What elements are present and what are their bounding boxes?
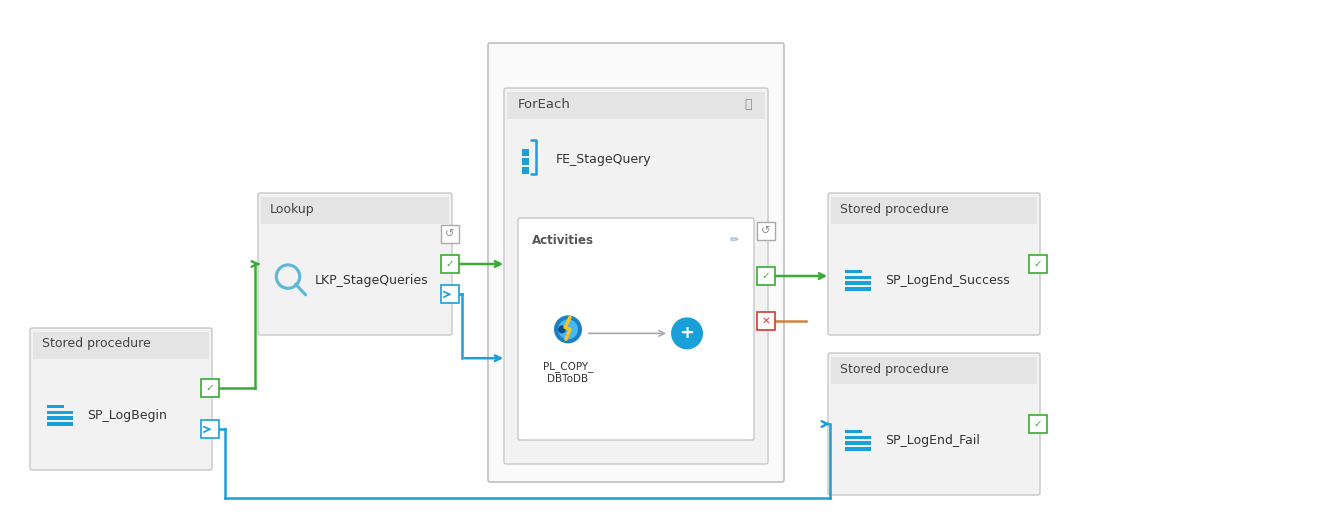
Bar	[845, 442, 871, 445]
Bar	[522, 149, 529, 156]
Bar	[442, 225, 459, 243]
Bar	[845, 270, 862, 273]
FancyBboxPatch shape	[30, 328, 212, 470]
Text: FE_StageQuery: FE_StageQuery	[557, 153, 652, 167]
Text: SP_LogEnd_Fail: SP_LogEnd_Fail	[884, 434, 980, 446]
Bar	[845, 435, 871, 439]
Bar	[48, 411, 73, 414]
Bar	[845, 276, 871, 279]
Bar	[522, 167, 529, 174]
Bar	[758, 222, 775, 240]
Text: Stored procedure: Stored procedure	[839, 362, 949, 376]
Bar	[832, 357, 1036, 384]
Bar	[201, 379, 219, 397]
Bar	[48, 416, 73, 420]
Bar	[758, 267, 775, 285]
Text: ForEach: ForEach	[518, 97, 571, 111]
Bar	[845, 430, 862, 433]
Bar	[201, 421, 219, 439]
Text: ✓: ✓	[1034, 419, 1042, 429]
Circle shape	[672, 317, 703, 349]
Bar	[260, 197, 449, 224]
Text: ✏: ✏	[730, 235, 739, 245]
Bar	[48, 423, 73, 426]
Text: ✓: ✓	[761, 271, 771, 281]
Bar	[832, 197, 1036, 224]
Circle shape	[554, 315, 582, 343]
Text: Stored procedure: Stored procedure	[839, 203, 949, 215]
Bar	[845, 281, 871, 285]
Text: ✓: ✓	[206, 383, 214, 393]
FancyBboxPatch shape	[518, 218, 754, 440]
Text: Lookup: Lookup	[270, 203, 315, 215]
Bar	[33, 332, 209, 359]
Text: LKP_StageQueries: LKP_StageQueries	[315, 273, 428, 287]
Bar	[522, 158, 529, 165]
Bar	[508, 92, 765, 119]
Text: Stored procedure: Stored procedure	[42, 338, 151, 351]
Text: ⤢: ⤢	[744, 97, 752, 111]
Text: PL_COPY_
DBToDB: PL_COPY_ DBToDB	[543, 361, 594, 384]
Text: SP_LogEnd_Success: SP_LogEnd_Success	[884, 273, 1010, 287]
Text: +: +	[680, 324, 694, 342]
Text: ✓: ✓	[446, 259, 455, 269]
Text: ↺: ↺	[761, 226, 771, 236]
Text: ↺: ↺	[446, 229, 455, 239]
Circle shape	[558, 325, 566, 333]
FancyBboxPatch shape	[504, 88, 768, 464]
Text: ✓: ✓	[1034, 259, 1042, 269]
Bar	[845, 448, 871, 451]
Circle shape	[558, 320, 578, 340]
Bar	[442, 255, 459, 273]
FancyBboxPatch shape	[488, 43, 784, 482]
Text: ✕: ✕	[761, 316, 771, 326]
Bar	[442, 285, 459, 303]
FancyBboxPatch shape	[258, 193, 452, 335]
Bar	[48, 405, 63, 408]
Text: Activities: Activities	[531, 233, 594, 247]
Bar	[758, 312, 775, 330]
FancyBboxPatch shape	[828, 193, 1040, 335]
Text: SP_LogBegin: SP_LogBegin	[87, 409, 167, 422]
FancyBboxPatch shape	[828, 353, 1040, 495]
Bar	[1029, 255, 1047, 273]
Bar	[845, 287, 871, 291]
Bar	[1029, 415, 1047, 433]
